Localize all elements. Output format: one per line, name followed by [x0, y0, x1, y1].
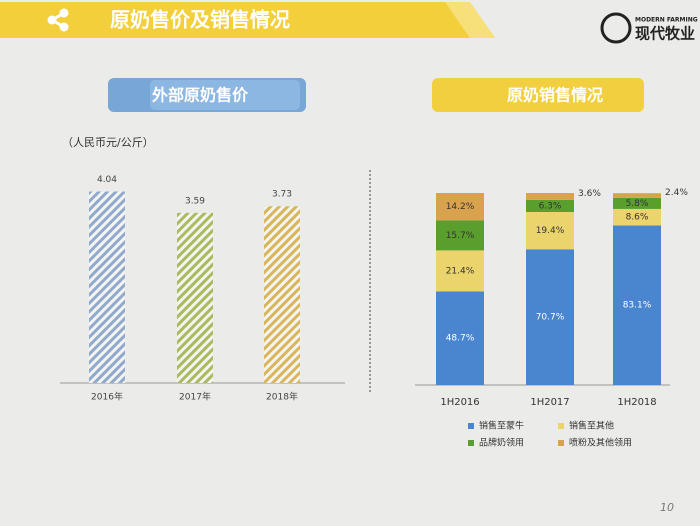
x-tick-label: 1H2018 [617, 397, 656, 408]
logo-en: MODERN FARMING [635, 17, 698, 24]
x-tick-label: 1H2017 [530, 397, 569, 408]
bar [264, 206, 300, 383]
bar-segment [613, 208, 661, 226]
header-title: 原奶售价及销售情况 [110, 8, 290, 32]
chart-subtitle: （人民币元/公斤） [62, 136, 154, 149]
legend-label: 喷粉及其他领用 [569, 437, 632, 449]
legend-label: 销售至其他 [569, 420, 614, 432]
value-label: 3.6% [578, 189, 601, 199]
logo-cn: 现代牧业 [635, 25, 695, 43]
bar-segment [613, 193, 661, 198]
value-label: 15.7% [446, 231, 475, 241]
x-tick-label: 2018年 [266, 391, 298, 403]
value-label: 14.2% [446, 202, 475, 212]
bar-segment [526, 249, 574, 385]
value-label: 5.8% [626, 199, 649, 209]
chart-title: 外部原奶售价 [151, 86, 249, 105]
legend-label: 品牌奶领用 [479, 437, 524, 449]
bar-segment [436, 220, 484, 251]
bar-segment [436, 193, 484, 221]
bar-segment [436, 250, 484, 292]
bar-segment [526, 199, 574, 213]
legend-swatch [558, 440, 564, 446]
legend-label: 销售至蒙牛 [479, 420, 524, 432]
bar-segment [436, 291, 484, 385]
share-icon [47, 8, 69, 32]
header-bar [0, 2, 495, 38]
bar-segment [526, 212, 574, 250]
legend-swatch [558, 423, 564, 429]
value-label: 83.1% [623, 301, 652, 311]
header-accent [445, 2, 495, 38]
value-label: 19.4% [536, 226, 565, 236]
bar [89, 191, 125, 383]
bar-segment [613, 225, 661, 385]
bar [177, 212, 213, 383]
logo-icon [600, 12, 632, 44]
value-label: 48.7% [446, 334, 475, 344]
value-label: 2.4% [665, 188, 688, 198]
legend-swatch [468, 440, 474, 446]
x-tick-label: 2017年 [179, 391, 211, 403]
value-label: 8.6% [626, 213, 649, 223]
chart-title: 原奶销售情况 [507, 86, 603, 105]
value-label: 4.04 [97, 175, 117, 185]
value-label: 3.59 [185, 196, 205, 206]
value-label: 6.3% [539, 201, 562, 211]
bar-segment [613, 197, 661, 209]
value-label: 70.7% [536, 313, 565, 323]
x-tick-label: 2016年 [91, 391, 123, 403]
value-label: 21.4% [446, 266, 475, 276]
page-number: 10 [660, 501, 674, 514]
pill-left-inner [150, 80, 300, 110]
x-tick-label: 1H2016 [440, 397, 479, 408]
value-label: 3.73 [272, 190, 292, 200]
legend-swatch [468, 423, 474, 429]
bar-segment [526, 193, 574, 200]
pill-right [432, 78, 644, 112]
